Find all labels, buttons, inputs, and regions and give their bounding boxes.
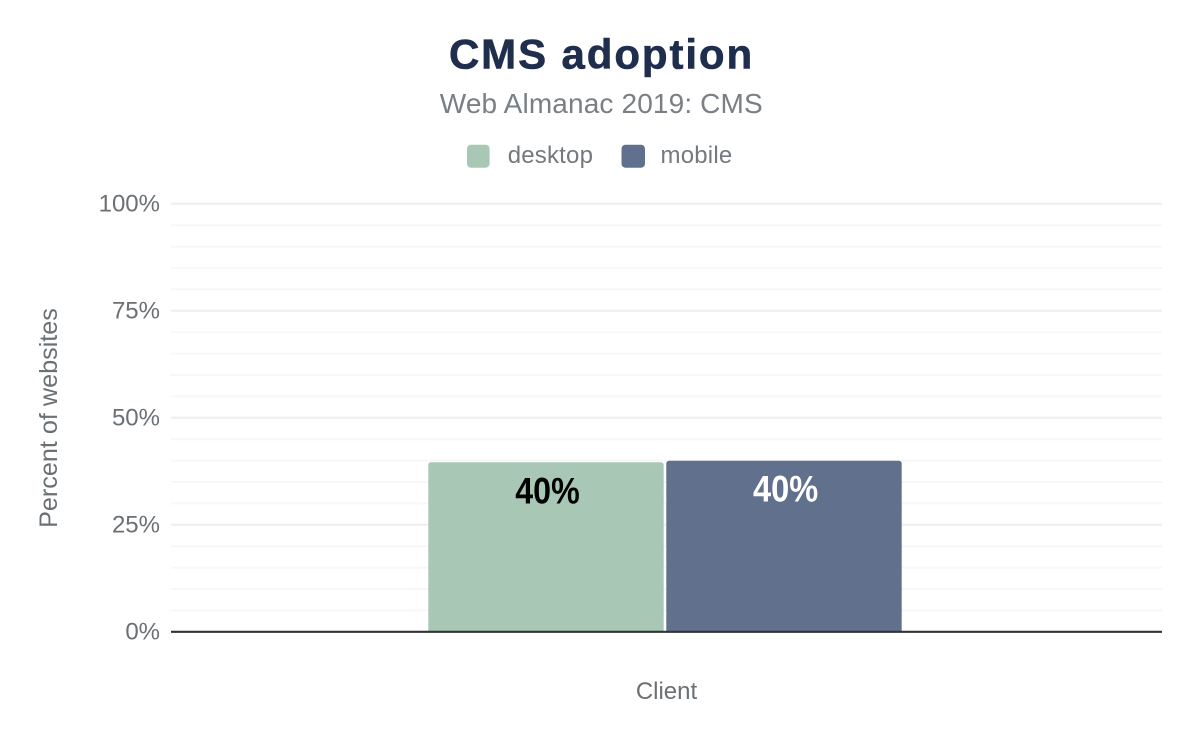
svg-text:50%: 50% (112, 405, 160, 432)
svg-text:Percent of websites: Percent of websites (35, 308, 63, 528)
svg-text:CMS adoption: CMS adoption (449, 31, 754, 78)
svg-text:100%: 100% (99, 191, 160, 218)
svg-text:25%: 25% (112, 512, 160, 539)
svg-text:40%: 40% (753, 470, 818, 510)
svg-text:0%: 0% (125, 619, 160, 646)
svg-text:Web Almanac 2019: CMS: Web Almanac 2019: CMS (440, 88, 763, 119)
svg-text:40%: 40% (515, 472, 579, 512)
svg-text:desktop: desktop (508, 142, 593, 169)
svg-text:mobile: mobile (661, 142, 733, 169)
svg-text:Client: Client (636, 678, 698, 705)
svg-text:75%: 75% (112, 298, 160, 325)
